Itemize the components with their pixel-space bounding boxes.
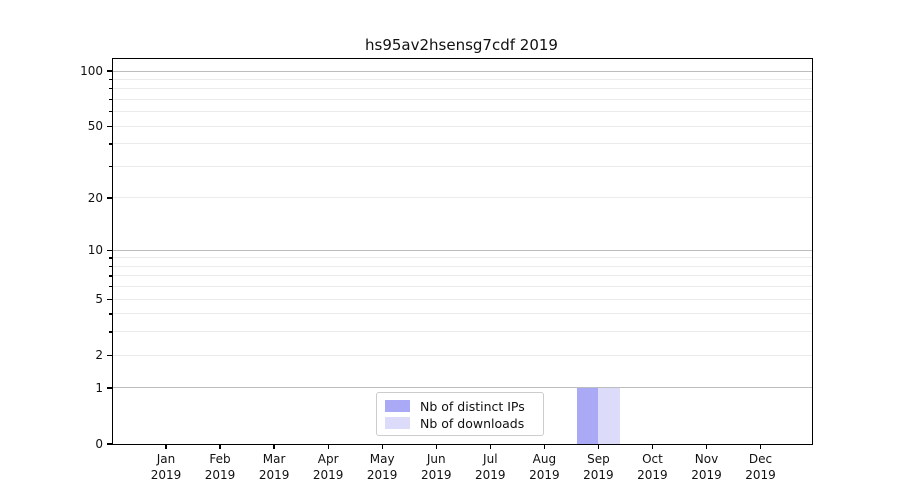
x-tick-label: Nov 2019 xyxy=(691,452,722,482)
y-minor-tick xyxy=(109,257,112,259)
y-tick-label: 20 xyxy=(87,190,103,205)
x-tick xyxy=(705,444,708,449)
x-tick-label: Feb 2019 xyxy=(204,452,236,482)
y-gridline-minor xyxy=(113,111,812,113)
x-tick-label: Jun 2019 xyxy=(420,452,452,482)
y-minor-tick xyxy=(109,265,112,268)
y-gridline-minor xyxy=(113,125,812,127)
y-tick-label: 50 xyxy=(87,119,103,134)
x-tick xyxy=(435,444,437,449)
y-minor-tick xyxy=(109,331,112,333)
y-minor-tick xyxy=(109,275,112,277)
legend-row-distinct-ips: Nb of distinct IPs xyxy=(385,398,535,414)
y-tick xyxy=(106,354,112,356)
y-minor-tick xyxy=(109,165,112,168)
y-tick xyxy=(106,298,112,300)
y-gridline-minor xyxy=(113,197,812,199)
y-tick xyxy=(106,249,112,251)
y-gridline-minor xyxy=(113,313,812,315)
legend-swatch xyxy=(385,400,410,412)
y-gridline-minor xyxy=(113,298,812,300)
x-tick xyxy=(165,444,167,449)
y-tick-label: 0 xyxy=(95,437,103,451)
x-tick-label: Apr 2019 xyxy=(312,452,344,482)
legend: Nb of distinct IPs Nb of downloads xyxy=(376,392,544,436)
y-tick-label: 10 xyxy=(87,243,103,258)
x-tick xyxy=(381,444,383,449)
legend-label: Nb of downloads xyxy=(420,415,525,431)
y-gridline-minor xyxy=(113,143,812,145)
y-tick-label: 1 xyxy=(95,380,103,395)
x-tick-label: Jan 2019 xyxy=(150,452,182,482)
y-gridline-minor xyxy=(113,78,812,80)
x-tick xyxy=(273,444,275,449)
y-gridline-minor xyxy=(113,331,812,333)
x-tick-label: Jul 2019 xyxy=(475,452,506,482)
y-minor-tick xyxy=(109,286,112,288)
x-tick xyxy=(759,444,762,449)
x-tick xyxy=(219,444,221,449)
y-tick-label: 100 xyxy=(80,64,103,78)
y-tick xyxy=(106,70,112,72)
y-tick xyxy=(106,197,112,199)
y-gridline-minor xyxy=(113,98,812,100)
y-gridline-minor xyxy=(113,257,812,259)
x-tick-label: Sep 2019 xyxy=(583,452,614,482)
x-tick xyxy=(651,444,654,449)
x-tick-label: Dec 2019 xyxy=(745,452,776,482)
bar-nb-of-distinct-ips xyxy=(576,387,599,444)
x-tick-label: May 2019 xyxy=(366,452,398,482)
y-gridline-minor xyxy=(113,286,812,288)
y-gridline-major xyxy=(113,387,812,389)
y-gridline-minor xyxy=(113,354,812,356)
y-minor-tick xyxy=(109,98,112,101)
y-tick-label: 2 xyxy=(95,348,103,363)
legend-row-downloads: Nb of downloads xyxy=(385,415,535,431)
y-gridline-minor xyxy=(113,165,812,167)
x-tick-label: Mar 2019 xyxy=(258,452,290,482)
chart-title: hs95av2hsensg7cdf 2019 xyxy=(365,36,558,54)
x-tick xyxy=(489,444,491,449)
bar-nb-of-downloads xyxy=(598,387,620,444)
legend-label: Nb of distinct IPs xyxy=(420,398,525,414)
y-minor-tick xyxy=(109,111,112,113)
plot-area: Nb of distinct IPs Nb of downloads 0 1 2 5 1… xyxy=(80,58,813,482)
y-tick xyxy=(106,125,112,127)
y-minor-tick xyxy=(109,313,112,315)
y-gridline-minor xyxy=(113,275,812,277)
y-gridline-minor xyxy=(113,88,812,90)
y-gridline-major xyxy=(113,70,812,72)
y-minor-tick xyxy=(109,78,112,81)
x-tick xyxy=(543,444,545,449)
y-tick-label: 5 xyxy=(95,292,103,307)
y-minor-tick xyxy=(109,88,112,90)
x-tick xyxy=(597,444,600,449)
x-tick xyxy=(327,444,329,449)
y-gridline-minor xyxy=(113,265,812,267)
x-tick-label: Oct 2019 xyxy=(637,452,668,482)
y-tick xyxy=(106,387,112,389)
y-gridline-major xyxy=(113,249,812,251)
y-minor-tick xyxy=(109,143,112,145)
x-tick-label: Aug 2019 xyxy=(529,452,560,482)
y-tick xyxy=(106,443,112,445)
legend-swatch xyxy=(385,417,410,429)
